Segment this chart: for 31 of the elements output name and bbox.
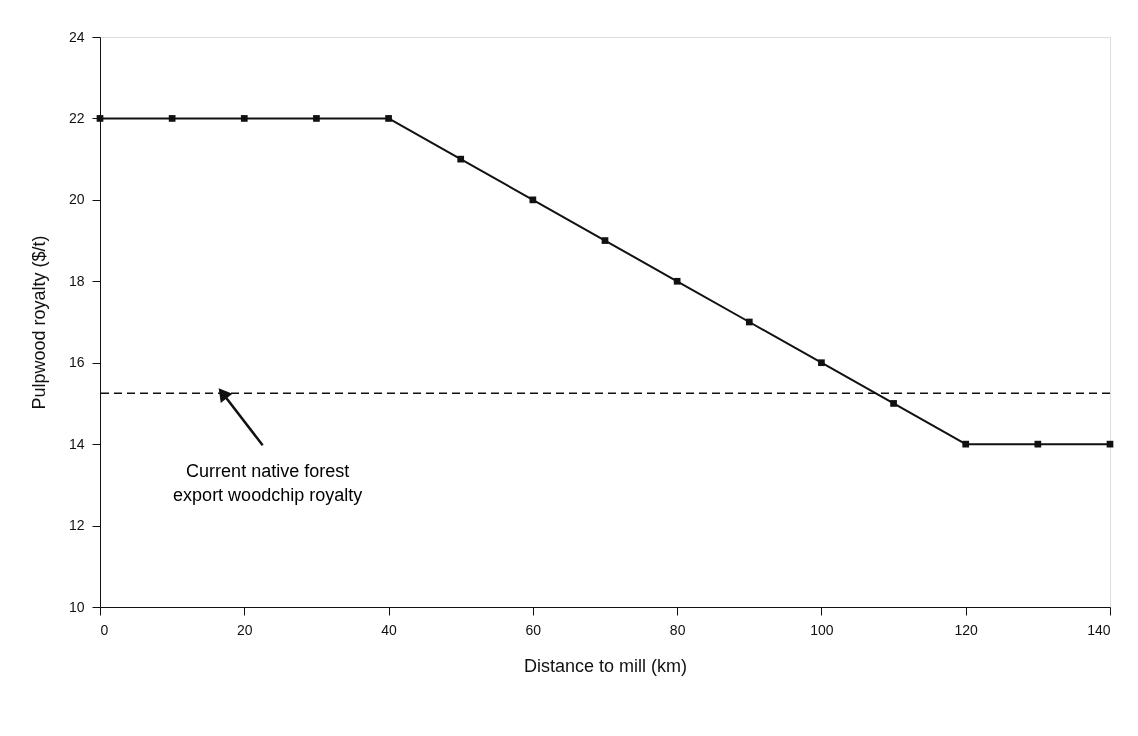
point: [890, 400, 897, 407]
x-tick-label: 0: [100, 621, 109, 638]
point: [601, 237, 609, 244]
x-axis-title: Distance to mill (km): [523, 655, 688, 676]
y-tick-label: 22: [68, 109, 85, 126]
point: [385, 115, 392, 122]
x-tick-label: 80: [669, 621, 686, 638]
point: [240, 115, 248, 122]
y-axis-title: Pulpwood royalty ($/t): [28, 235, 49, 410]
y-tick-label: 16: [68, 354, 85, 371]
point: [673, 277, 681, 285]
x-tick-label: 60: [525, 621, 542, 638]
point: [313, 115, 320, 122]
y-tick-label: 24: [68, 28, 85, 45]
annotation: Current native forest export woodchip royalty: [173, 461, 363, 506]
point: [818, 359, 825, 367]
y-tick-label: 20: [68, 191, 85, 208]
x-tick-label: 140: [1087, 621, 1111, 638]
x-tick-label: 120: [954, 621, 979, 638]
x-tick-label: 40: [381, 621, 398, 638]
y-tick-label: 10: [68, 598, 85, 615]
x-tick-label: 100: [810, 621, 834, 638]
point: [962, 440, 970, 448]
y-tick-label: 12: [68, 517, 85, 534]
point: [96, 115, 104, 122]
y-tick-label: 18: [68, 272, 85, 289]
y-tick-label: 14: [68, 435, 85, 452]
point: [168, 115, 176, 122]
point: [457, 155, 465, 163]
x-tick-label: 20: [237, 621, 253, 638]
point: [745, 318, 753, 326]
